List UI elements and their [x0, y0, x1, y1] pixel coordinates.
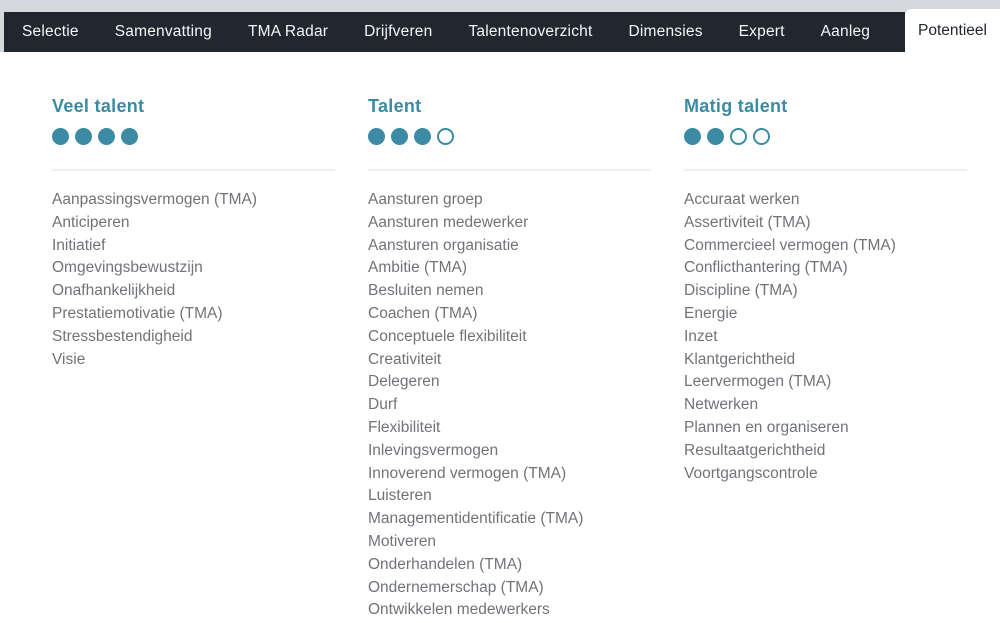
tab-tma-radar[interactable]: TMA Radar — [247, 23, 329, 40]
competency-item: Ondernemerschap (TMA) — [368, 578, 544, 596]
talent-column: Matig talent Accuraat werken Assertivitei… — [684, 96, 967, 622]
competency-item: Resultaatgerichtheid — [684, 441, 826, 459]
dot-filled-icon — [707, 128, 724, 145]
competency-item: Inzet — [684, 327, 718, 345]
competency-item: Omgevingsbewustzijn — [52, 259, 203, 277]
column-title: Talent — [368, 96, 422, 116]
talent-column: Veel talent Aanpassingsvermogen (TMA) Ant… — [52, 96, 335, 622]
tab-selectie[interactable]: Selectie — [22, 23, 79, 40]
competency-item: Aansturen medewerker — [368, 213, 529, 231]
competency-list: Aanpassingsvermogen (TMA) Anticiperen Init… — [52, 189, 335, 371]
tab-talentenoverzicht[interactable]: Talentenoverzicht — [468, 23, 593, 40]
competency-item: Klantgerichtheid — [684, 350, 796, 368]
competency-item: Besluiten nemen — [368, 282, 484, 300]
competency-item: Anticiperen — [52, 213, 130, 231]
competency-item: Accuraat werken — [684, 191, 800, 208]
dot-filled-icon — [121, 128, 138, 145]
competency-item: Luisteren — [368, 487, 432, 505]
competency-list: Accuraat werken Assertiviteit (TMA) Commer… — [684, 189, 967, 485]
competency-item: Aansturen groep — [368, 191, 483, 208]
competency-item: Inlevingsvermogen — [368, 441, 499, 459]
competency-item: Commercieel vermogen (TMA) — [684, 236, 896, 254]
competency-item: Voortgangscontrole — [684, 464, 818, 482]
column-divider — [684, 169, 967, 171]
tab-potentieel[interactable]: Potentieel — [905, 9, 1000, 52]
dot-filled-icon — [684, 128, 701, 145]
tab-bar: Selectie Samenvatting TMA Radar Drijfveren T… — [4, 12, 905, 52]
column-title: Veel talent — [52, 96, 145, 116]
competency-item: Ambitie (TMA) — [368, 259, 468, 277]
competency-item: Durf — [368, 396, 398, 414]
talent-level-dots — [368, 128, 651, 145]
dot-filled-icon — [391, 128, 408, 145]
competency-item: Creativiteit — [368, 350, 442, 368]
talent-column: Talent Aansturen groep Aansturen medewerk… — [368, 96, 651, 622]
competency-item: Onafhankelijkheid — [52, 282, 176, 300]
dot-filled-icon — [52, 128, 69, 145]
competency-item: Assertiviteit (TMA) — [684, 213, 811, 231]
competency-item: Aansturen organisatie — [368, 236, 519, 254]
dot-filled-icon — [414, 128, 431, 145]
tab-samenvatting[interactable]: Samenvatting — [114, 23, 212, 40]
talent-overview: Veel talent Aanpassingsvermogen (TMA) Ant… — [0, 52, 1000, 622]
competency-item: Prestatiemotivatie (TMA) — [52, 304, 223, 322]
competency-item: Flexibiliteit — [368, 418, 441, 436]
competency-item: Motiveren — [368, 532, 437, 550]
tab-drijfveren[interactable]: Drijfveren — [364, 23, 433, 40]
competency-item: Onderhandelen (TMA) — [368, 555, 523, 573]
talent-level-dots — [684, 128, 967, 145]
tab-expert[interactable]: Expert — [738, 23, 785, 40]
competency-item: Netwerken — [684, 396, 759, 414]
competency-item: Plannen en organiseren — [684, 418, 849, 436]
column-divider — [368, 169, 651, 171]
competency-item: Visie — [52, 350, 86, 368]
competency-item: Managementidentificatie (TMA) — [368, 510, 584, 528]
competency-item: Ontwikkelen medewerkers — [368, 601, 550, 619]
dot-empty-icon — [753, 128, 770, 145]
dot-empty-icon — [730, 128, 747, 145]
competency-item: Coachen (TMA) — [368, 304, 478, 322]
competency-item: Innoverend vermogen (TMA) — [368, 464, 567, 482]
talent-level-dots — [52, 128, 335, 145]
tab-header: Selectie Samenvatting TMA Radar Drijfveren T… — [0, 0, 1000, 52]
competency-item: Initiatief — [52, 236, 106, 254]
tab-dimensies[interactable]: Dimensies — [628, 23, 703, 40]
column-title: Matig talent — [684, 96, 788, 116]
dot-filled-icon — [368, 128, 385, 145]
competency-item: Leervermogen (TMA) — [684, 373, 832, 391]
competency-item: Stressbestendigheid — [52, 327, 193, 345]
dot-filled-icon — [75, 128, 92, 145]
tab-aanleg[interactable]: Aanleg — [820, 23, 871, 40]
competency-item: Discipline (TMA) — [684, 282, 798, 300]
competency-item: Conflicthantering (TMA) — [684, 259, 848, 277]
competency-item: Aanpassingsvermogen (TMA) — [52, 191, 258, 208]
competency-list: Aansturen groep Aansturen medewerker Aanst… — [368, 189, 651, 622]
competency-item: Energie — [684, 304, 738, 322]
column-divider — [52, 169, 335, 171]
dot-empty-icon — [437, 128, 454, 145]
competency-item: Delegeren — [368, 373, 440, 391]
competency-item: Conceptuele flexibiliteit — [368, 327, 527, 345]
dot-filled-icon — [98, 128, 115, 145]
